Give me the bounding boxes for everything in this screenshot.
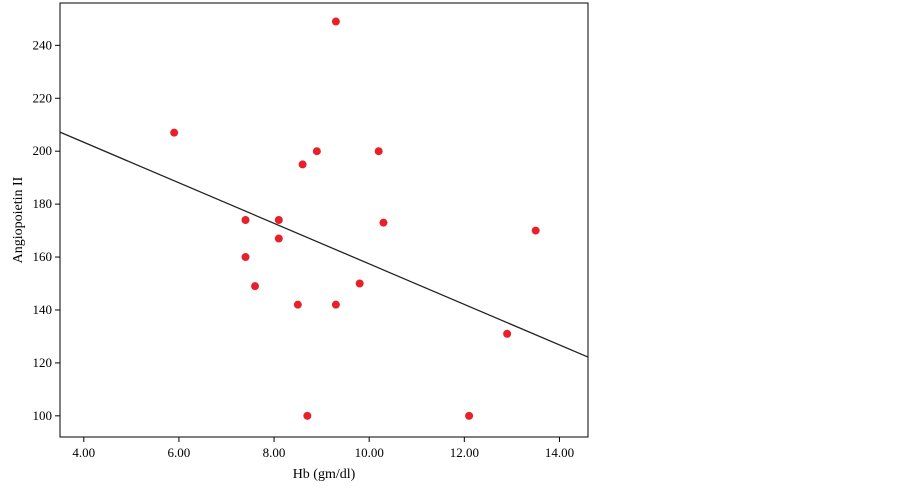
y-tick-label: 200 xyxy=(33,143,53,158)
x-tick-label: 4.00 xyxy=(72,445,95,460)
y-tick-label: 140 xyxy=(33,302,53,317)
fit-line xyxy=(59,131,589,358)
data-point xyxy=(312,147,321,156)
x-tick-label: 12.00 xyxy=(450,445,479,460)
data-point xyxy=(531,226,540,235)
data-point xyxy=(241,216,250,224)
x-tick-label: 8.00 xyxy=(263,445,286,460)
y-tick-label: 240 xyxy=(33,37,53,52)
plot-frame xyxy=(59,2,589,438)
data-point xyxy=(303,411,312,420)
data-point xyxy=(274,234,283,243)
points-group xyxy=(170,17,540,420)
fit-line-group xyxy=(59,131,589,358)
y-tick-label: 220 xyxy=(33,90,53,105)
data-point xyxy=(465,411,474,420)
x-tick-label: 6.00 xyxy=(168,445,191,460)
data-point xyxy=(170,128,179,137)
data-point xyxy=(331,300,340,309)
data-point xyxy=(241,253,250,262)
y-axis: 100 120 140 160 180 200 220 240 xyxy=(33,37,60,423)
data-point xyxy=(374,147,383,156)
y-tick-label: 180 xyxy=(33,196,53,211)
data-point xyxy=(331,17,340,26)
x-tick-label: 10.00 xyxy=(355,445,384,460)
data-point xyxy=(293,300,302,309)
y-tick-label: 160 xyxy=(33,249,53,264)
data-point xyxy=(251,282,260,291)
data-point xyxy=(298,160,307,169)
data-point xyxy=(355,279,364,288)
data-point xyxy=(379,218,388,227)
y-tick-label: 120 xyxy=(33,355,53,370)
y-axis-title: Angiopoietin II xyxy=(11,176,26,263)
x-axis-title: Hb (gm/dl) xyxy=(293,467,356,482)
data-point xyxy=(503,329,512,338)
data-point xyxy=(274,216,283,224)
y-tick-label: 100 xyxy=(33,408,53,423)
x-axis: 4.00 6.00 8.00 10.00 12.00 14.00 xyxy=(72,437,574,460)
x-tick-label: 14.00 xyxy=(545,445,574,460)
